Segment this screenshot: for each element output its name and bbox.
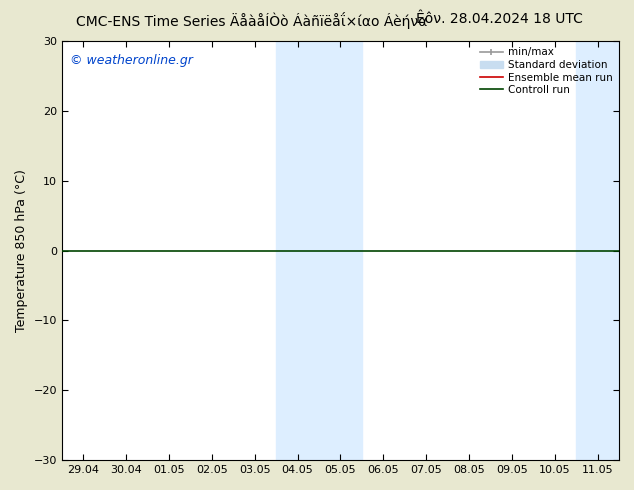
Y-axis label: Temperature 850 hPa (°C): Temperature 850 hPa (°C) bbox=[15, 169, 28, 332]
Text: Êôν. 28.04.2024 18 UTC: Êôν. 28.04.2024 18 UTC bbox=[417, 12, 583, 26]
Text: © weatheronline.gr: © weatheronline.gr bbox=[70, 53, 193, 67]
Legend: min/max, Standard deviation, Ensemble mean run, Controll run: min/max, Standard deviation, Ensemble me… bbox=[476, 43, 617, 99]
Bar bbox=[276, 41, 362, 460]
Text: CMC-ENS Time Series ÄåàåÍÒò Áàñïëåΐ×ίαο Áèήνα: CMC-ENS Time Series ÄåàåÍÒò Áàñïëåΐ×ίαο … bbox=[76, 12, 427, 29]
Bar bbox=[576, 41, 619, 460]
